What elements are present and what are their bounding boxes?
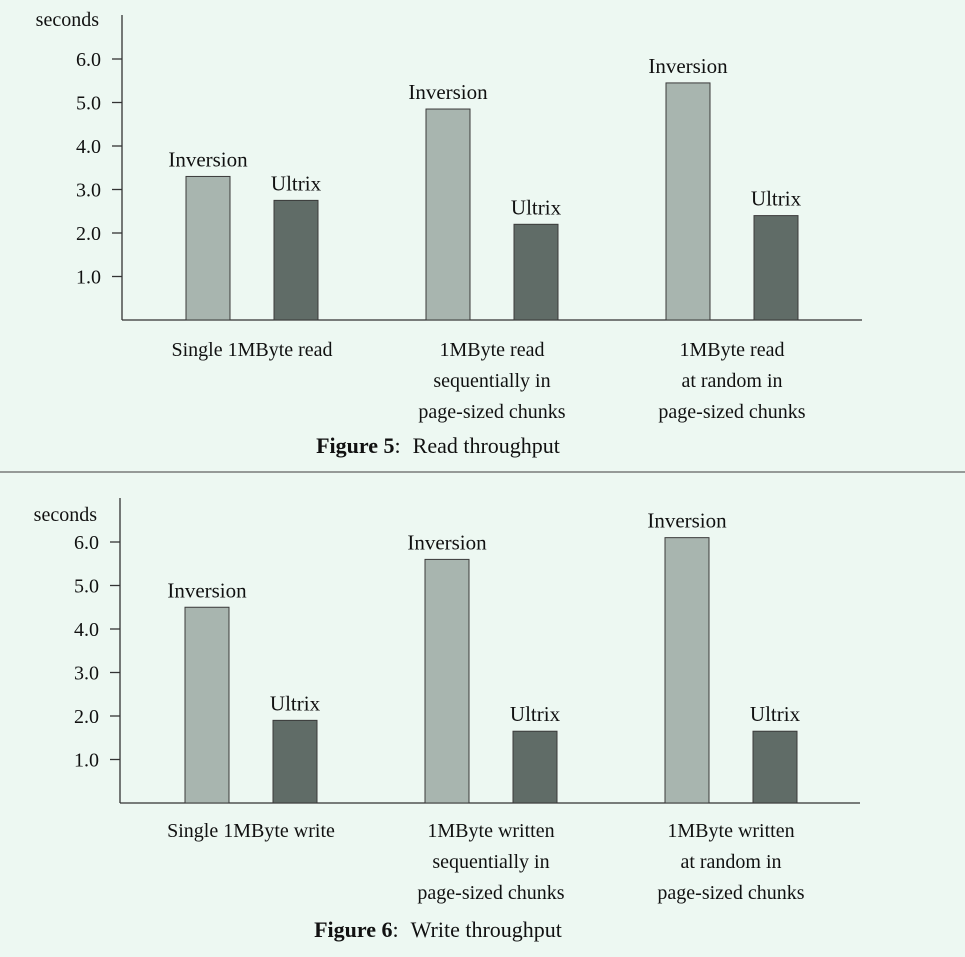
category-label: page-sized chunks bbox=[658, 401, 805, 423]
category-label: 1MByte written bbox=[667, 820, 794, 842]
y-tick-label: 1.0 bbox=[76, 267, 101, 289]
category-label: at random in bbox=[680, 851, 781, 873]
category-label: 1MByte written bbox=[427, 820, 554, 842]
category-label: 1MByte read bbox=[440, 339, 545, 361]
y-tick-label: 4.0 bbox=[76, 136, 101, 158]
figure-caption-separator: : bbox=[393, 917, 399, 942]
bar-ultrix bbox=[512, 730, 558, 804]
category-label: at random in bbox=[681, 370, 782, 392]
y-tick-label: 4.0 bbox=[74, 619, 99, 641]
bar-inversion bbox=[424, 558, 470, 804]
category-label: sequentially in bbox=[432, 851, 549, 873]
bar-label-ultrix: Ultrix bbox=[511, 195, 562, 219]
bar-label-inversion: Inversion bbox=[648, 54, 728, 78]
y-tick-label: 6.0 bbox=[74, 532, 99, 554]
bar-label-inversion: Inversion bbox=[167, 578, 247, 602]
figure-number: Figure 5 bbox=[316, 433, 394, 458]
figure-number: Figure 6 bbox=[314, 917, 392, 942]
bar-ultrix bbox=[752, 730, 798, 804]
y-tick-label: 2.0 bbox=[76, 223, 101, 245]
y-tick-label: 5.0 bbox=[76, 93, 101, 115]
bar-inversion bbox=[425, 108, 471, 321]
bar-label-inversion: Inversion bbox=[168, 147, 248, 171]
category-label: Single 1MByte read bbox=[171, 339, 332, 361]
category-label: page-sized chunks bbox=[417, 882, 564, 904]
bar-inversion bbox=[185, 175, 231, 321]
bar-label-ultrix: Ultrix bbox=[751, 187, 802, 211]
y-axis-unit-label: seconds bbox=[34, 504, 98, 526]
category-label: sequentially in bbox=[433, 370, 550, 392]
y-tick-label: 3.0 bbox=[76, 180, 101, 202]
category-label: 1MByte read bbox=[680, 339, 785, 361]
y-tick-label: 2.0 bbox=[74, 706, 99, 728]
y-tick-label: 6.0 bbox=[76, 49, 101, 71]
bar-label-ultrix: Ultrix bbox=[510, 702, 561, 726]
category-label: page-sized chunks bbox=[657, 882, 804, 904]
bar-inversion bbox=[664, 537, 710, 804]
bar-inversion bbox=[184, 606, 230, 804]
bar-label-inversion: Inversion bbox=[408, 80, 488, 104]
figure-caption: Figure 5: Read throughput bbox=[316, 433, 560, 458]
category-label: page-sized chunks bbox=[418, 401, 565, 423]
y-tick-label: 3.0 bbox=[74, 663, 99, 685]
bar-inversion bbox=[665, 82, 711, 321]
figure-5-read-throughput: seconds 1.0 2.0 3.0 4.0 5.0 6.0 Inversion Invers… bbox=[36, 9, 862, 458]
bar-ultrix bbox=[753, 215, 799, 321]
bar-label-inversion: Inversion bbox=[647, 509, 727, 533]
bar-label-inversion: Inversion bbox=[407, 530, 487, 554]
figure-caption: Figure 6: Write throughput bbox=[314, 917, 562, 942]
bar-label-ultrix: Ultrix bbox=[271, 171, 322, 195]
bar-ultrix bbox=[273, 199, 319, 321]
bar-ultrix bbox=[513, 223, 559, 321]
figure-caption-text: Write throughput bbox=[411, 917, 562, 942]
figure-caption-text: Read throughput bbox=[413, 433, 560, 458]
bar-label-ultrix: Ultrix bbox=[270, 691, 321, 715]
bar-ultrix bbox=[272, 719, 318, 804]
figure-6-write-throughput: seconds 1.0 2.0 3.0 4.0 5.0 6.0 Inversion Invers… bbox=[34, 498, 860, 942]
category-label: Single 1MByte write bbox=[167, 820, 335, 842]
y-tick-label: 1.0 bbox=[74, 750, 99, 772]
y-axis-unit-label: seconds bbox=[36, 9, 100, 31]
bar-label-ultrix: Ultrix bbox=[750, 702, 801, 726]
figure-caption-separator: : bbox=[395, 433, 401, 458]
y-tick-label: 5.0 bbox=[74, 576, 99, 598]
